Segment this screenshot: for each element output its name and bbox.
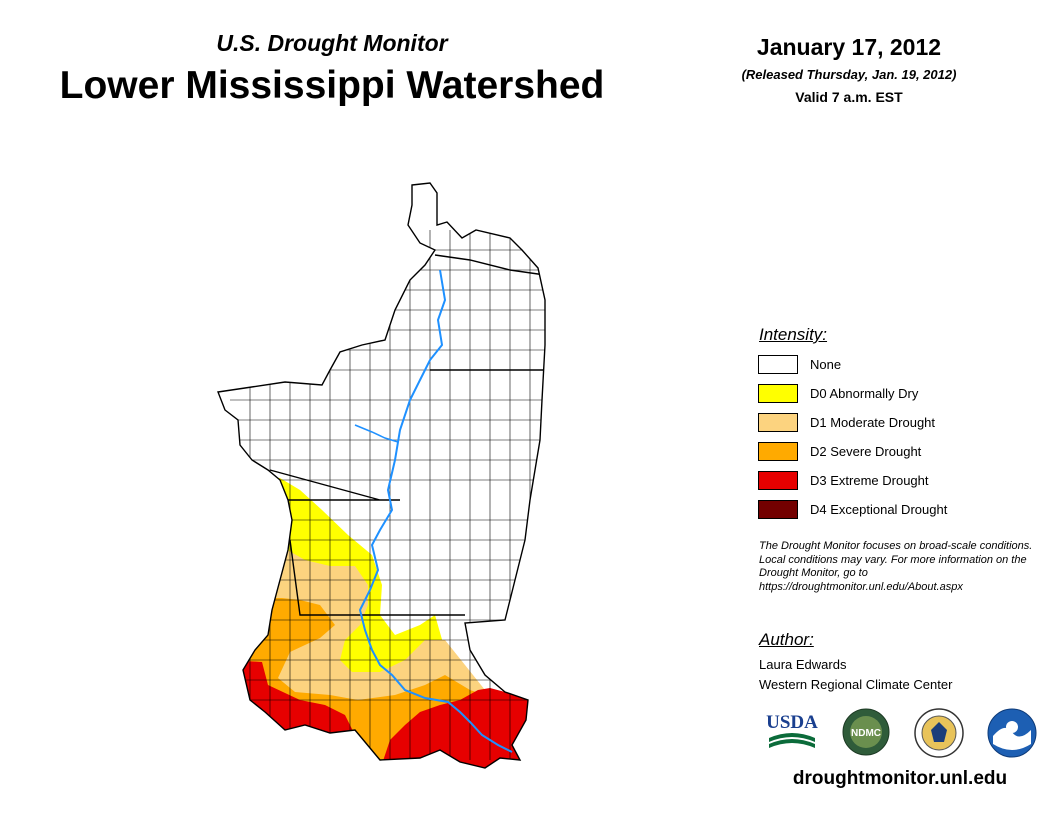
info-note: The Drought Monitor focuses on broad-sca…: [759, 540, 1033, 593]
legend-label: D1 Moderate Drought: [810, 415, 936, 430]
drought-map: [217, 182, 546, 769]
author-heading: Author:: [759, 630, 814, 649]
arkansas-river: [354, 424, 399, 443]
legend-swatch: [758, 442, 798, 461]
d3-area-east: [380, 688, 530, 768]
footer-url[interactable]: droughtmonitor.unl.edu: [792, 768, 1008, 789]
legend-swatch: [758, 471, 798, 490]
legend-label: D2 Severe Drought: [810, 444, 922, 459]
svg-text:NDMC: NDMC: [851, 728, 881, 739]
release-date: (Released Thursday, Jan. 19, 2012): [741, 67, 957, 82]
mississippi-river: [358, 269, 513, 753]
legend-swatch: [758, 355, 798, 374]
county-lines: [230, 230, 545, 760]
noaa-logo: [987, 708, 1037, 758]
svg-text:USDA: USDA: [766, 712, 818, 733]
map-subtitle: U.S. Drought Monitor: [216, 30, 448, 56]
valid-time: Valid 7 a.m. EST: [795, 89, 903, 105]
legend-label: D0 Abnormally Dry: [810, 386, 919, 401]
author-name: Laura Edwards: [759, 657, 847, 672]
map-date: January 17, 2012: [756, 34, 942, 60]
legend-label: D3 Extreme Drought: [810, 473, 929, 488]
author-organization: Western Regional Climate Center: [759, 677, 953, 692]
ndmc-logo: NDMC: [842, 708, 890, 756]
legend-label: None: [810, 357, 842, 372]
doc-seal-logo: [914, 708, 964, 758]
usda-logo: USDA: [765, 708, 819, 752]
state-lines: [230, 254, 545, 616]
legend-swatch: [758, 500, 798, 519]
legend-label: D4 Exceptional Drought: [810, 502, 948, 517]
legend-swatch: [758, 413, 798, 432]
legend-swatch: [758, 384, 798, 403]
map-title: Lower Mississippi Watershed: [59, 64, 605, 107]
legend-heading: Intensity:: [759, 325, 828, 344]
